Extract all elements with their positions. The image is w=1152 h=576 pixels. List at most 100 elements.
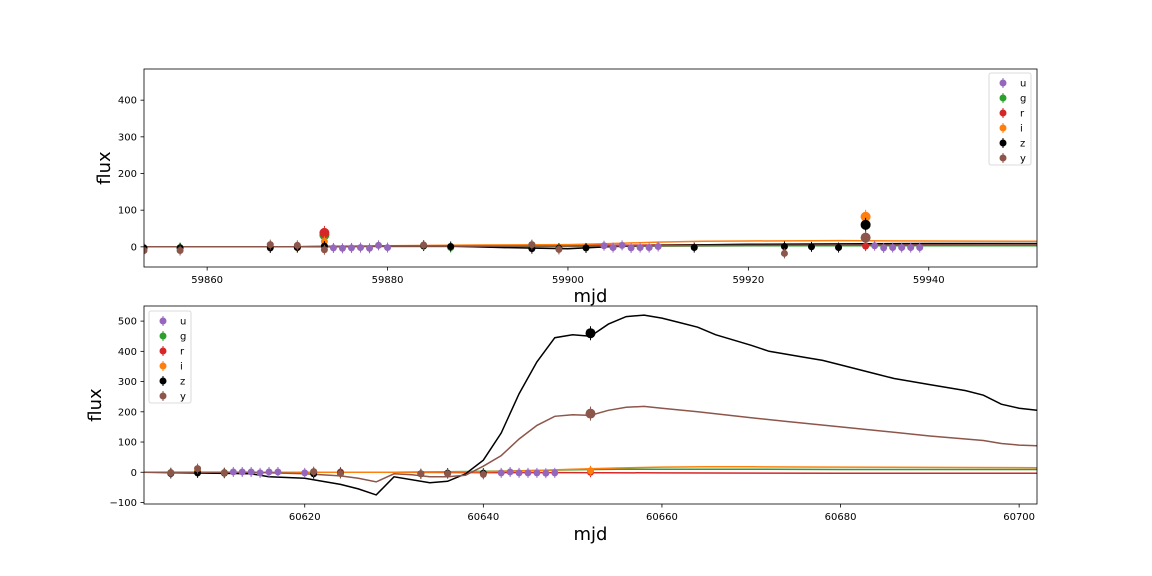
y-tick-label: 100 [118,206,137,217]
legend-label-r: r [1020,109,1025,120]
data-point-z [582,244,590,252]
data-point-u [898,244,906,252]
legend-marker-g [999,94,1007,102]
legend-marker-i [159,362,167,370]
data-point-u [329,244,337,252]
data-point-y [320,246,328,254]
data-point-y [293,241,301,249]
legend-marker-g [159,332,167,340]
data-point-u [384,244,392,252]
legend-label-y: y [180,392,186,403]
legend-marker-y [999,154,1007,162]
data-point-y [144,247,148,254]
y-tick-label: 200 [118,169,137,180]
plot-area [144,314,1037,496]
data-point-y [860,232,871,243]
data-point-y [310,468,318,476]
y-tick-label: 300 [118,132,137,143]
data-point-y [336,469,344,477]
data-point-z [690,244,698,252]
x-tick-label: 59860 [191,275,223,286]
data-point-u [356,244,364,252]
legend-label-y: y [1020,154,1026,165]
data-point-z [585,328,596,339]
data-point-u [506,468,514,476]
data-point-u [524,469,532,477]
y-tick-label: −100 [110,498,137,509]
y-axis-label: flux [85,388,106,422]
model-line-y [144,405,1037,483]
data-point-u [229,468,237,476]
data-point-y [176,247,184,254]
legend-marker-r [999,109,1007,117]
legend-label-g: g [1020,94,1026,105]
axes-frame [143,305,1038,505]
legend-label-z: z [180,377,185,388]
data-point-y [167,469,175,477]
legend-label-r: r [180,347,185,358]
data-point-u [338,244,346,252]
data-point-u [515,469,523,477]
legend-label-i: i [1020,124,1023,135]
data-point-u [238,468,246,476]
data-point-u [274,468,282,476]
data-point-u [654,242,662,250]
data-point-z [835,244,843,252]
data-point-u [366,244,374,252]
data-point-i [587,467,594,475]
y-tick-label: 100 [118,438,137,449]
data-point-u [247,468,255,476]
legend-box [148,310,192,404]
model-line-z [144,314,1037,496]
y-tick-label: 300 [118,377,137,388]
data-point-u [551,469,559,477]
legend-label-i: i [180,362,183,373]
data-point-u [301,469,309,477]
legend-label-u: u [180,317,186,328]
data-point-y [266,241,274,249]
data-point-u [497,469,505,477]
data-point-z [807,243,815,251]
legend-marker-z [999,139,1007,147]
x-tick-label: 59940 [913,275,945,286]
x-axis-label: mjd [574,286,608,307]
data-point-u [533,469,541,477]
legend-marker-r [159,347,167,355]
y-tick-label: 0 [131,468,137,479]
data-point-y [479,470,487,478]
legend-marker-u [999,79,1007,87]
x-tick-label: 59920 [732,275,764,286]
legend-marker-i [999,124,1007,132]
data-point-u [627,244,635,252]
top-panel: 59860 59880 59900 59920 59940 0 100 200 300 400 mj… [94,68,1038,307]
data-point-u [916,244,924,252]
x-tick-label: 60660 [646,512,678,523]
legend-marker-z [159,377,167,385]
data-point-u [618,241,626,249]
legend-label-z: z [1020,139,1025,150]
x-tick-label: 60700 [1003,512,1035,523]
plot-area [144,209,1037,259]
data-point-u [609,244,617,252]
x-axis-label: mjd [574,524,608,545]
x-tick-label: 59900 [552,275,584,286]
data-point-i [860,211,871,222]
data-point-y [555,245,563,253]
data-point-z [860,219,871,230]
data-point-z [780,242,788,250]
data-point-u [265,468,273,476]
data-point-u [645,244,653,252]
axes-frame [143,68,1038,268]
x-tick-label: 60620 [289,512,321,523]
x-tick-label: 59880 [372,275,404,286]
legend-marker-y [159,392,167,400]
data-point-u [347,244,355,252]
data-point-y [220,469,228,477]
data-point-u [600,242,608,250]
data-point-y [585,408,596,419]
data-point-u [256,469,264,477]
x-tick-label: 60680 [825,512,857,523]
